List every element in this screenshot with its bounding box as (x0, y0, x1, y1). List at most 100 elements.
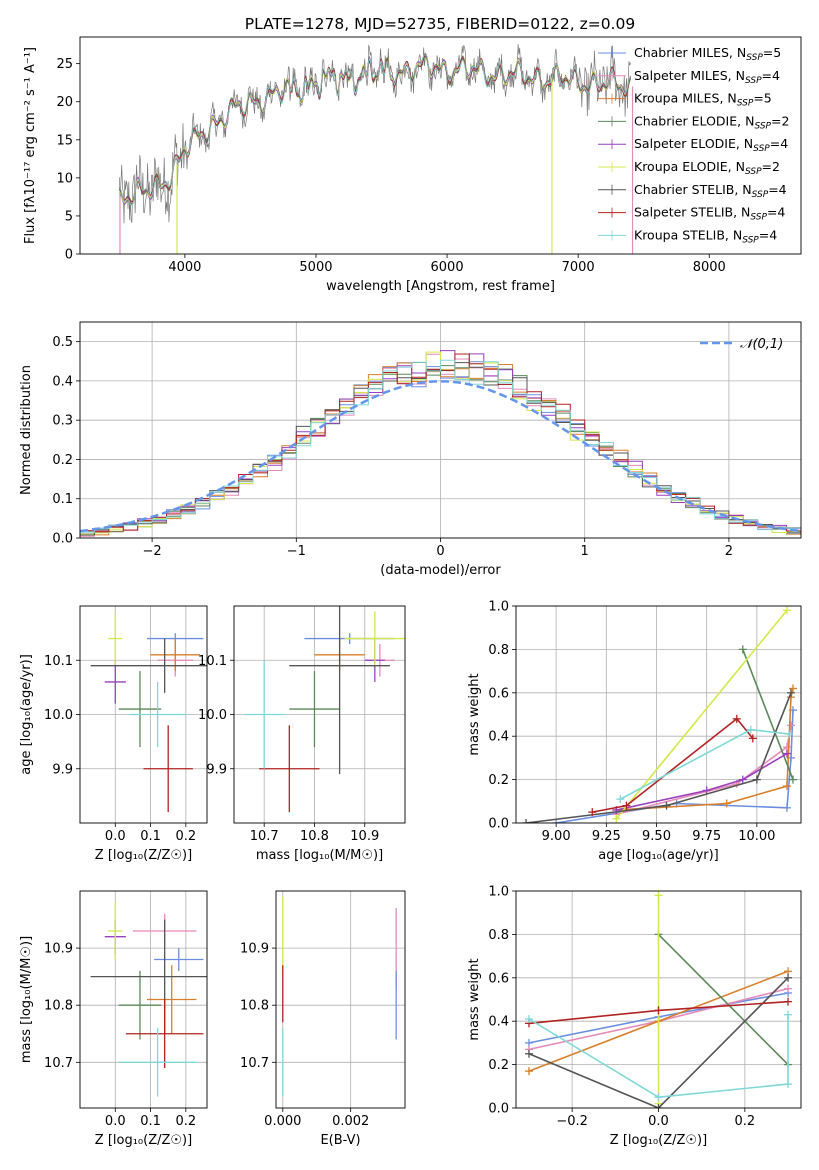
y-tick-label: 10 (56, 171, 73, 186)
legend-entry: 𝒩(0,1) (740, 337, 783, 352)
series-marker-chabrier_stelib (784, 973, 793, 982)
x-tick-label: 10.7 (250, 829, 279, 844)
errorbar-point-kroupa_stelib (118, 1028, 197, 1097)
x-tick-label: 0.2 (175, 829, 196, 844)
series-line-chabrier_elodie (742, 649, 794, 780)
y-tick-label: 10.9 (240, 942, 269, 957)
x-axis-label: age [log₁₀(age/yr)] (598, 848, 719, 863)
series-line-kroupa_elodie (615, 609, 788, 820)
y-axis-label: age [log₁₀(age/yr)] (19, 654, 34, 775)
series-marker-salpeter_stelib (654, 1006, 663, 1015)
series-marker-kroupa_stelib (746, 725, 755, 734)
legend-entry: Kroupa ELODIE, NSSP=2 (634, 159, 780, 177)
errorbar-point-chabrier_elodie (118, 970, 162, 1040)
axes-frame (275, 890, 406, 1109)
y-tick-label: 10.1 (198, 654, 227, 669)
panel-7: 0.000 0.002 10.7 10.8 10.9 E(B-V) (240, 890, 406, 1148)
x-tick-label: 7000 (562, 260, 595, 275)
x-axis-label: E(B-V) (320, 1133, 360, 1148)
series-marker-salpeter_elodie (782, 749, 791, 758)
plot-area (80, 322, 801, 538)
series-marker-salpeter_stelib (622, 801, 631, 810)
plot-area (276, 891, 405, 1108)
x-tick-label: −0.2 (556, 1114, 588, 1129)
x-tick-label: 2 (725, 544, 733, 559)
series-marker-chabrier_stelib (662, 801, 671, 810)
y-tick-label: 10.8 (240, 999, 269, 1014)
series-marker-kroupa_miles (788, 684, 797, 693)
errorbar-point-chabrier_stelib (289, 606, 390, 775)
y-axis-label: Normed distribution (19, 365, 34, 495)
series-marker-kroupa_elodie (782, 606, 791, 615)
errorbar-point-kroupa_stelib (129, 681, 186, 748)
series-marker-chabrier_miles (782, 803, 791, 812)
legend: Chabrier MILES, NSSP=5 Salpeter MILES, NS… (598, 45, 789, 245)
panel-5: 9.00 9.25 9.50 9.75 10.00 0.0 0.2 0.4 0.6 0.8 1.0 a… (467, 600, 802, 863)
axes-frame (79, 321, 802, 539)
x-tick-label: −1 (287, 544, 306, 559)
axes-frame (79, 605, 208, 824)
series-marker-chabrier_elodie (788, 775, 797, 784)
series-marker-salpeter_stelib (732, 714, 741, 723)
y-tick-label: 0.2 (488, 1058, 509, 1073)
axes-frame (79, 36, 802, 255)
errorbar-point-salpeter_stelib (125, 999, 204, 1069)
series-line-chabrier_stelib (528, 977, 789, 1108)
series-marker-chabrier_stelib (524, 1049, 533, 1058)
panel-4: 10.7 10.8 10.9 9.9 10.0 10.1 mass [log₁₀(M/M☉)… (198, 605, 406, 863)
x-tick-label: 0.002 (332, 1114, 369, 1129)
y-tick-label: 10.7 (240, 1056, 269, 1071)
y-tick-label: 10.0 (198, 708, 227, 723)
legend-entry: Salpeter STELIB, NSSP=4 (634, 205, 785, 223)
model-spectrum-kroupa_stelib (118, 52, 631, 206)
x-tick-label: 6000 (431, 260, 464, 275)
y-tick-label: 0.3 (52, 414, 73, 429)
series-marker-kroupa_elodie (612, 814, 621, 823)
plot-area (118, 44, 634, 254)
legend-entry: Chabrier ELODIE, NSSP=2 (634, 113, 789, 131)
series-line-salpeter_miles (616, 725, 792, 816)
errorbar-point-salpeter_elodie (104, 660, 126, 704)
x-tick-label: 9.50 (642, 829, 671, 844)
y-tick-label: 0.8 (488, 928, 509, 943)
series-marker-kroupa_elodie (654, 891, 663, 900)
panel-3: 0.0 0.1 0.2 9.9 10.0 10.1 Z [log₁₀(Z/Z☉)] age [… (19, 605, 208, 863)
plot-area (80, 606, 207, 823)
x-tick-label: −2 (143, 544, 162, 559)
errorbar-point-kroupa_elodie (108, 611, 123, 666)
plot-area (516, 606, 801, 823)
series-line-salpeter_stelib (592, 717, 754, 813)
y-tick-label: 0.2 (52, 453, 73, 468)
errorbar-point-chabrier_miles (154, 948, 204, 971)
x-tick-label: 0.2 (735, 1114, 756, 1129)
normal-curve (80, 380, 799, 533)
y-tick-label: 0.2 (488, 773, 509, 788)
series-marker-kroupa_miles (524, 1067, 533, 1076)
series-marker-salpeter_stelib (748, 734, 757, 743)
series-marker-kroupa_stelib (784, 730, 793, 739)
x-tick-label: 10.9 (350, 829, 379, 844)
series-marker-kroupa_stelib (784, 1010, 793, 1019)
x-tick-label: 4000 (168, 260, 201, 275)
series-marker-kroupa_stelib (654, 1093, 663, 1102)
series-marker-kroupa_stelib (524, 1015, 533, 1024)
y-tick-label: 0.5 (52, 335, 73, 350)
y-tick-label: 10.0 (44, 708, 73, 723)
series-line-chabrier_elodie (657, 933, 789, 1066)
plot-area (234, 606, 405, 823)
y-tick-label: 1.0 (488, 885, 509, 900)
x-tick-label: 0.1 (140, 829, 161, 844)
series-marker-kroupa_miles (722, 799, 731, 808)
x-axis-label: Z [log₁₀(Z/Z☉)] (95, 1133, 192, 1148)
y-tick-label: 5 (65, 209, 73, 224)
errorbar-point-chabrier_elodie (289, 671, 340, 748)
x-tick-label: 0.2 (175, 1114, 196, 1129)
y-axis-label: mass weight (467, 673, 482, 755)
y-tick-label: 10.7 (44, 1056, 73, 1071)
series-marker-salpeter_stelib (588, 808, 597, 817)
x-tick-label: 9.00 (542, 829, 571, 844)
series-marker-salpeter_elodie (702, 786, 711, 795)
y-axis-label: mass [log₁₀(M/M☉)] (19, 936, 34, 1063)
x-axis-label: (data-model)/error (380, 563, 501, 578)
